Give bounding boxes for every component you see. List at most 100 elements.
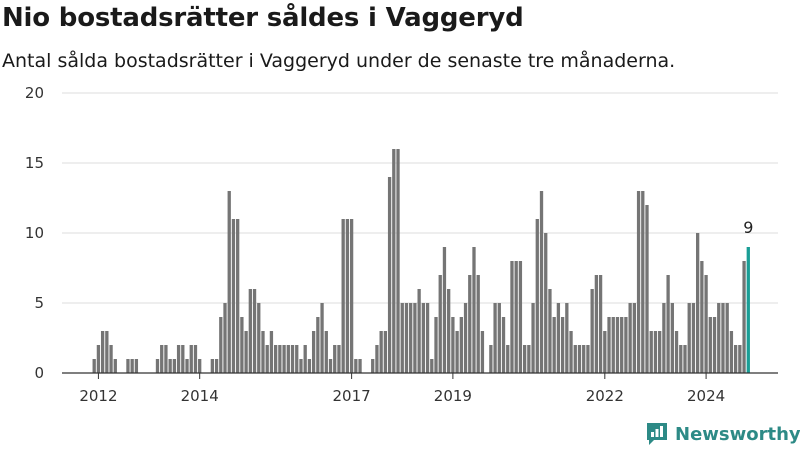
bar [704,275,708,373]
bar [295,345,299,373]
bar [480,331,485,373]
bar [430,359,434,373]
bar [531,303,535,373]
bar [134,359,139,373]
x-tick-label: 2012 [79,387,117,405]
bar [683,345,687,373]
bar [721,303,725,373]
bar [594,275,599,373]
bar [560,317,565,373]
bar [96,345,101,373]
bar [603,331,607,373]
axes [62,372,778,379]
bar [666,275,670,373]
bar [193,345,198,373]
bar [328,359,333,373]
x-tick-label: 2022 [586,387,624,405]
bar [316,317,320,373]
bar [434,317,438,373]
bar [337,345,341,373]
bar [113,359,117,373]
brand-name: Newsworthy [675,423,800,445]
bar [598,275,603,373]
bar [556,303,561,373]
bar [126,359,130,373]
bar [539,191,544,373]
bar [577,345,582,373]
newsworthy-logo: Newsworthy [645,420,800,448]
bar [527,345,531,373]
bar [219,317,223,373]
bar [223,303,227,373]
bar [168,359,172,373]
bar [510,261,514,373]
bar [455,331,459,373]
bar [392,149,396,373]
bar [311,331,316,373]
bar [451,317,455,373]
bar [261,331,265,373]
bar [100,331,105,373]
bar [649,331,653,373]
bar [662,303,666,373]
bar [303,345,307,373]
bar [387,177,392,373]
bar [468,275,472,373]
bar [459,317,463,373]
bar [506,345,510,373]
bar [333,345,337,373]
bar [497,303,501,373]
page-subtitle: Antal sålda bostadsrätter i Vaggeryd und… [2,50,676,72]
bar [590,289,594,373]
bar [269,331,274,373]
bar [472,247,476,373]
bar [109,345,113,373]
bar [708,317,712,373]
bar [404,303,409,373]
bar [257,303,261,373]
bar-chart: 0 5 10 15 20 2012 2014 2017 2019 2022 2024 9 [25,84,778,405]
bar [181,345,185,373]
bar [670,303,674,373]
gridlines [62,92,778,304]
bar [548,289,552,373]
bar [371,359,375,373]
bar [358,359,362,373]
bar [569,331,573,373]
bar [172,359,177,373]
bar [742,261,746,373]
labels: 0 5 10 15 20 2012 2014 2017 2019 2022 2024 9 [25,84,753,405]
bar [214,359,219,373]
bar [729,331,734,373]
bar [658,331,662,373]
x-tick-label: 2024 [687,387,725,405]
bar [379,331,383,373]
bar [349,219,354,373]
bar [691,303,696,373]
bar [409,303,413,373]
bar [105,331,109,373]
bar [501,317,506,373]
bar [687,303,691,373]
x-tick-label: 2019 [434,387,472,405]
bar [240,317,244,373]
newsworthy-icon [647,423,667,445]
bar [252,289,257,373]
y-tick-label: 10 [25,224,44,242]
bar [176,345,181,373]
bar [565,303,569,373]
bar [248,289,252,373]
bar [717,303,721,373]
bar [160,345,164,373]
bar [396,149,400,373]
bar [354,359,358,373]
bar [320,303,324,373]
bar [236,219,240,373]
bar [733,345,738,373]
bar [476,275,480,373]
bar [518,261,523,373]
bar [278,345,282,373]
bar [611,317,615,373]
bar [164,345,168,373]
bar [210,359,214,373]
